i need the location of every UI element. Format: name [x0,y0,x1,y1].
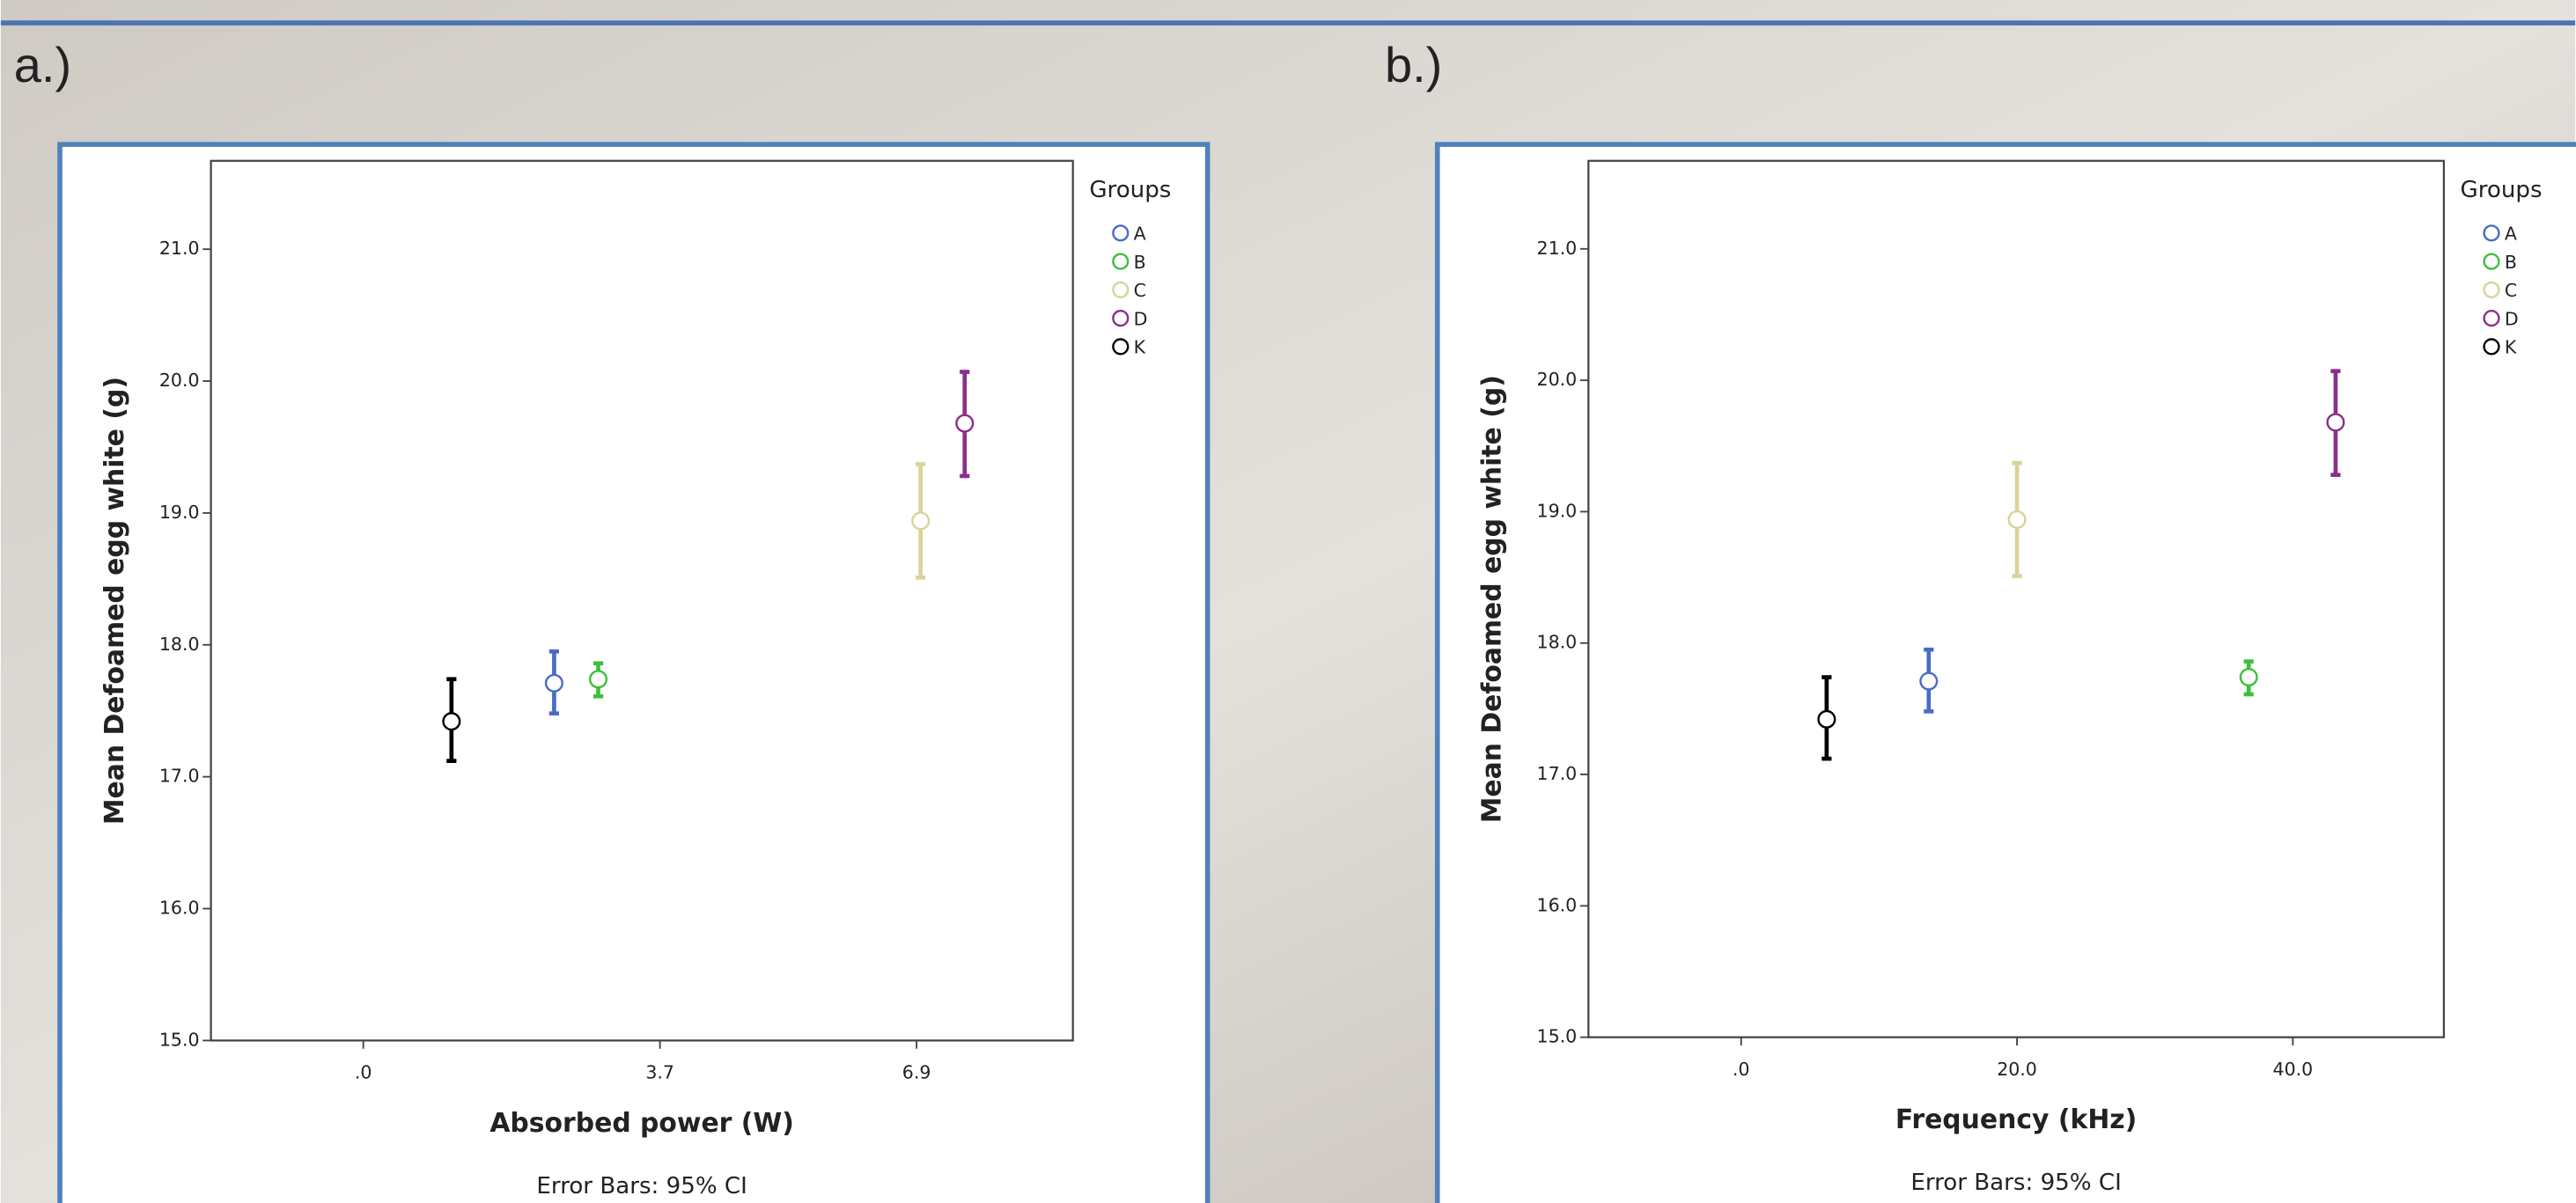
y-tick-label: 15.0 [1537,1026,1578,1047]
legend-label: B [1134,252,1146,273]
legend-label: C [1134,280,1146,301]
legend-marker [1112,281,1130,298]
mean-point [2326,413,2345,432]
mean-point [2007,510,2027,529]
mean-point [442,712,461,731]
legend-title: Groups [1089,177,1171,203]
legend-label: A [1134,224,1146,245]
x-axis-label: Frequency (kHz) [1895,1104,2137,1135]
legend-marker [2483,224,2500,242]
y-tick-label: 17.0 [1537,763,1578,784]
legend-marker [1112,253,1130,270]
y-tick-label: 15.0 [159,1029,200,1050]
x-tick-label: 6.9 [902,1062,931,1083]
y-tick-label: 20.0 [159,370,200,391]
panel-label: b.) [1385,37,1442,92]
y-axis-label: Mean Defoamed egg white (g) [1477,375,1508,823]
plot-frame [210,159,1074,1042]
y-tick-label: 16.0 [1537,894,1578,915]
mean-point [1817,709,1836,729]
plot-frame [1587,159,2446,1038]
x-tick-label: 40.0 [2273,1059,2314,1080]
panel-label: a.) [14,37,71,92]
legend-title: Groups [2461,177,2543,203]
panel-b [1434,142,2576,1203]
legend-label: C [2505,280,2517,301]
x-axis-label: Absorbed power (W) [489,1108,794,1139]
mean-point [911,511,931,531]
mean-point [1919,671,1939,691]
y-tick-label: 19.0 [1537,500,1578,521]
y-tick-label: 16.0 [159,898,200,919]
legend-marker [2483,253,2500,270]
legend-label: D [2505,308,2519,329]
legend-marker [1112,310,1130,327]
y-tick-label: 21.0 [159,238,200,259]
x-tick-label: .0 [1733,1059,1750,1080]
panel-a [57,142,1211,1203]
mean-point [2239,668,2258,687]
mean-point [955,414,975,433]
legend-label: K [2505,337,2517,358]
legend-marker [1112,224,1130,242]
legend-label: K [1134,337,1146,358]
y-tick-label: 21.0 [1537,238,1578,259]
legend-marker [2483,281,2500,298]
footnote: Error Bars: 95% CI [536,1173,747,1199]
mean-point [544,673,563,693]
y-tick-label: 17.0 [159,766,200,787]
y-tick-label: 18.0 [159,634,200,655]
x-tick-label: .0 [355,1062,372,1083]
y-tick-label: 18.0 [1537,632,1578,653]
legend-label: A [2505,224,2517,245]
x-tick-label: 20.0 [1997,1059,2037,1080]
legend-marker [2483,310,2500,327]
y-axis-label: Mean Defoamed egg white (g) [99,377,130,825]
legend-marker [1112,338,1130,356]
y-tick-label: 19.0 [159,502,200,523]
legend-label: B [2505,252,2517,273]
legend-marker [2483,338,2500,356]
x-tick-label: 3.7 [645,1062,674,1083]
legend-label: D [1134,308,1148,329]
footnote: Error Bars: 95% CI [1910,1170,2121,1196]
y-tick-label: 20.0 [1537,369,1578,390]
mean-point [588,670,608,689]
